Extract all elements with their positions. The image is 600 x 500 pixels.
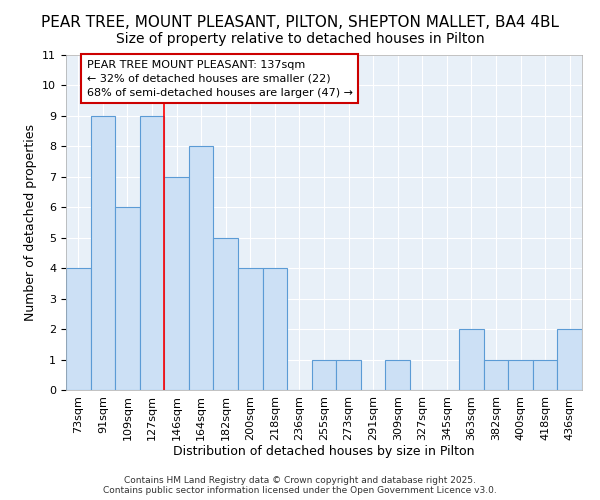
Bar [164,177,189,390]
Text: PEAR TREE MOUNT PLEASANT: 137sqm
← 32% of detached houses are smaller (22)
68% o: PEAR TREE MOUNT PLEASANT: 137sqm ← 32% o… [87,60,353,98]
Bar [533,360,557,390]
Bar [508,360,533,390]
Bar [115,208,140,390]
Bar [91,116,115,390]
X-axis label: Distribution of detached houses by size in Pilton: Distribution of detached houses by size … [173,446,475,458]
Bar [140,116,164,390]
Bar [484,360,508,390]
Bar [263,268,287,390]
Bar [66,268,91,390]
Bar [214,238,238,390]
Bar [312,360,336,390]
Y-axis label: Number of detached properties: Number of detached properties [24,124,37,321]
Bar [557,329,582,390]
Bar [238,268,263,390]
Text: Size of property relative to detached houses in Pilton: Size of property relative to detached ho… [116,32,484,46]
Bar [459,329,484,390]
Text: PEAR TREE, MOUNT PLEASANT, PILTON, SHEPTON MALLET, BA4 4BL: PEAR TREE, MOUNT PLEASANT, PILTON, SHEPT… [41,15,559,30]
Bar [336,360,361,390]
Bar [189,146,214,390]
Text: Contains HM Land Registry data © Crown copyright and database right 2025.
Contai: Contains HM Land Registry data © Crown c… [103,476,497,495]
Bar [385,360,410,390]
